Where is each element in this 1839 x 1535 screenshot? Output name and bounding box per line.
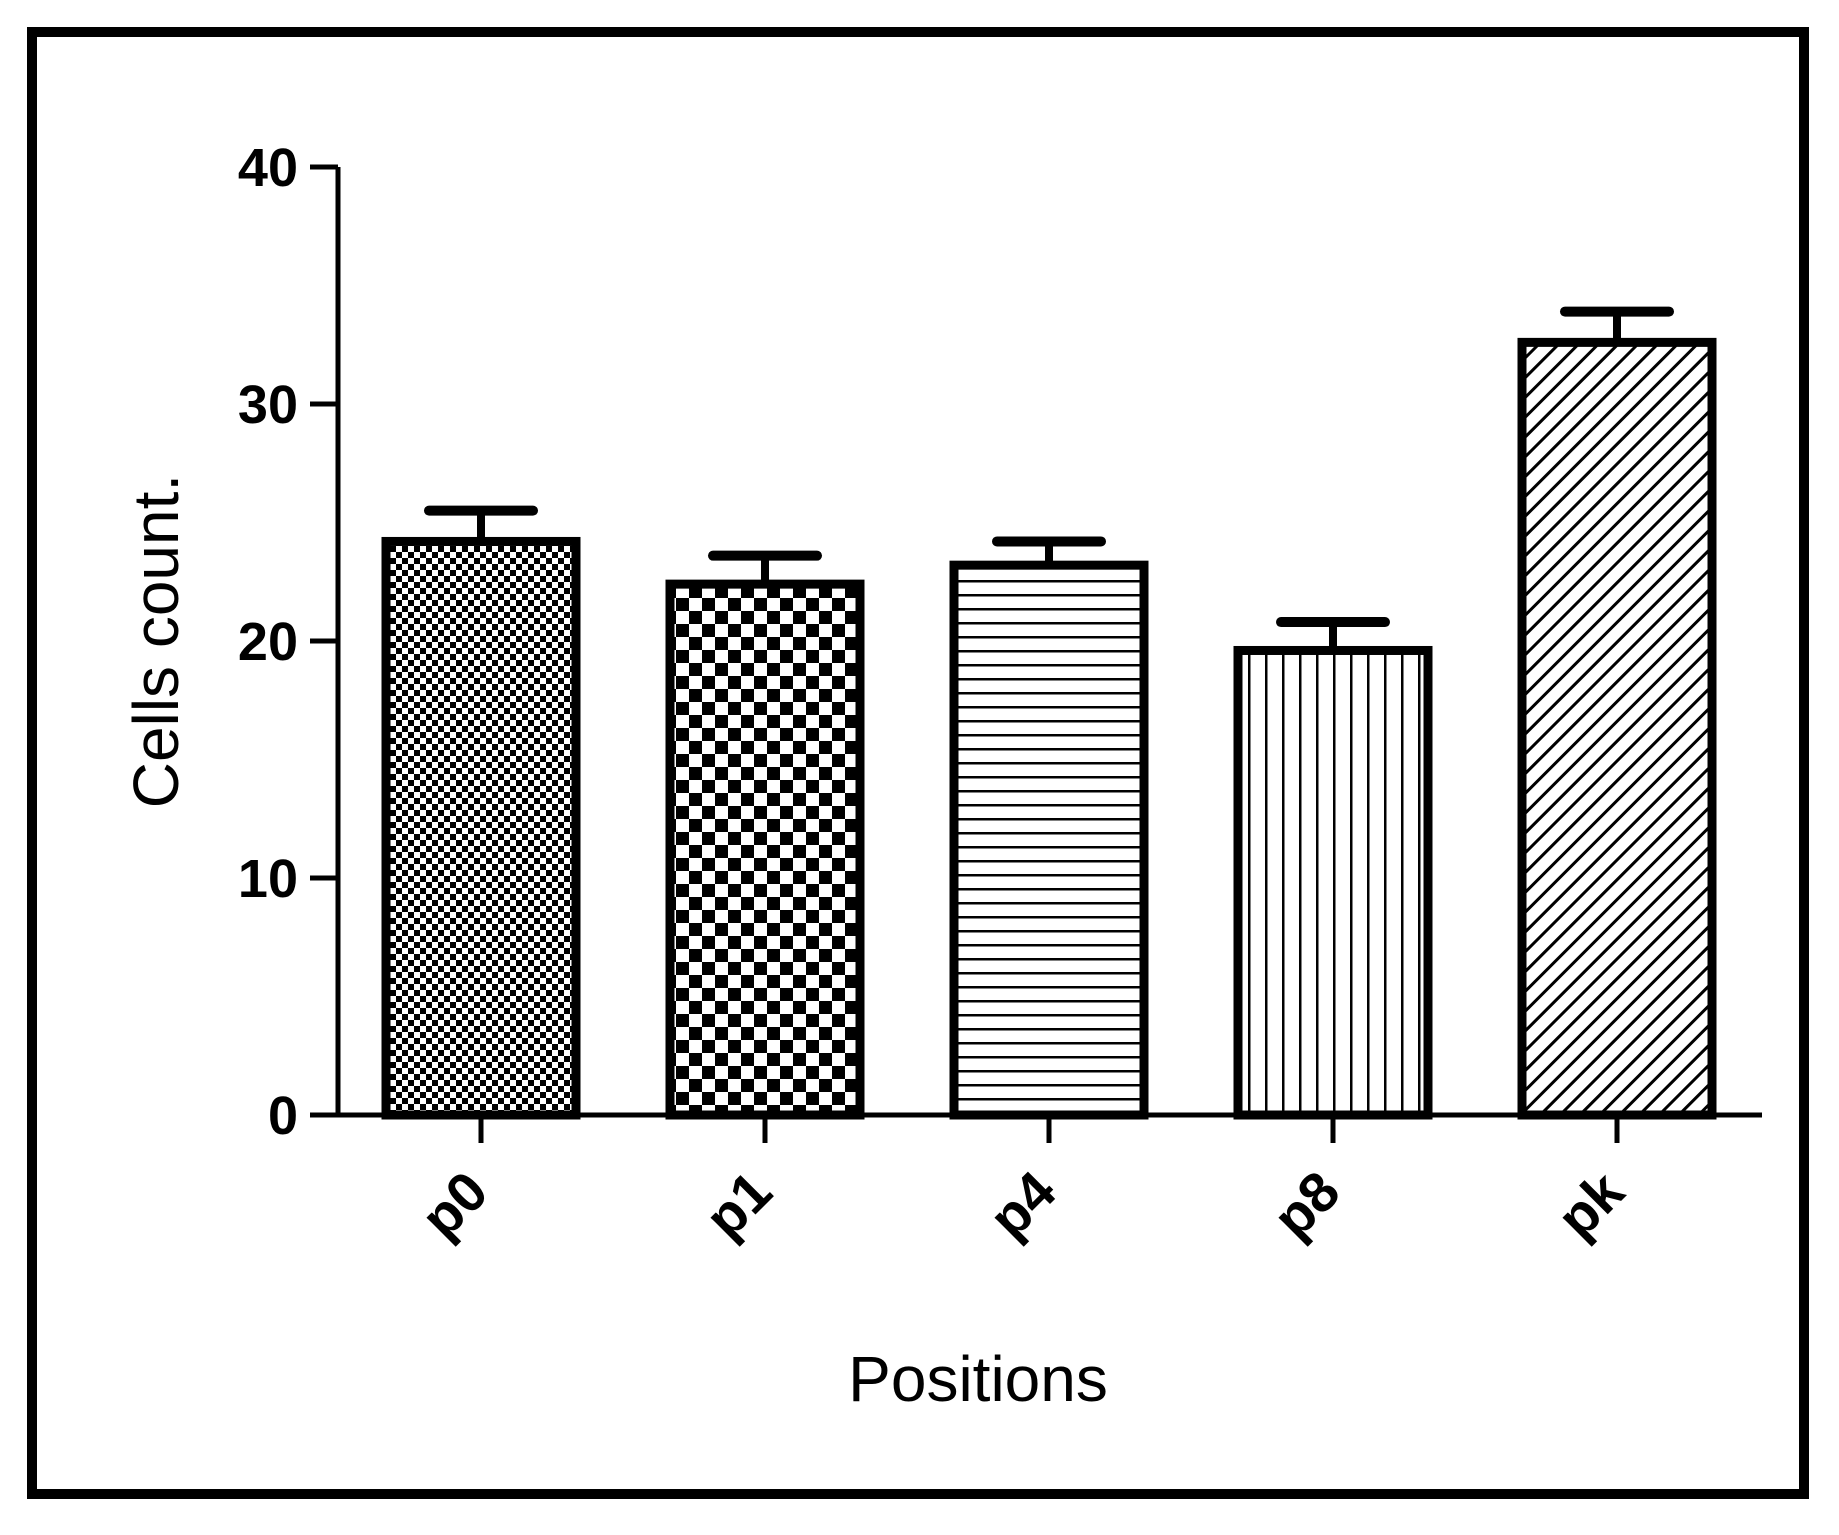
y-tick-label: 0	[268, 1086, 298, 1146]
x-axis-title: Positions	[848, 1343, 1108, 1415]
y-tick-label: 10	[238, 849, 298, 909]
y-tick-label: 20	[238, 612, 298, 672]
bar-p1	[665, 579, 865, 1120]
y-tick-label: 30	[238, 375, 298, 435]
bar-p0	[381, 536, 581, 1120]
bar-p4	[949, 560, 1149, 1120]
y-axis-title: Cells count.	[120, 474, 192, 808]
error-bars-layer	[424, 306, 1674, 651]
y-axis-ticks: 0 10 20 30 40	[238, 138, 338, 1146]
bar-pk	[1517, 337, 1717, 1120]
y-tick-label: 40	[238, 138, 298, 198]
bar-p8	[1233, 645, 1433, 1120]
figure-border	[27, 27, 1809, 1499]
